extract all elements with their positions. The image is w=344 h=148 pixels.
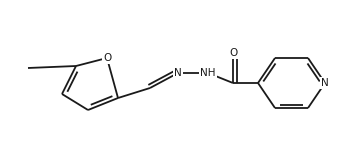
Text: N: N [174,68,182,78]
Text: O: O [229,48,237,58]
Text: N: N [321,78,329,88]
Text: NH: NH [200,68,216,78]
Text: O: O [103,53,111,63]
